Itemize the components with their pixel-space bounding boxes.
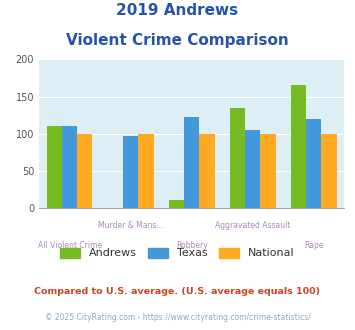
Bar bbox=[230, 108, 245, 208]
Bar bbox=[169, 200, 184, 208]
Text: Robbery: Robbery bbox=[176, 241, 208, 250]
Bar bbox=[200, 134, 214, 208]
Bar bbox=[291, 85, 306, 208]
Text: Rape: Rape bbox=[304, 241, 323, 250]
Bar bbox=[245, 130, 261, 208]
Bar bbox=[47, 126, 62, 208]
Text: Murder & Mans...: Murder & Mans... bbox=[98, 221, 163, 230]
Bar bbox=[123, 136, 138, 208]
Bar bbox=[77, 134, 92, 208]
Bar bbox=[322, 134, 337, 208]
Bar bbox=[184, 117, 200, 208]
Bar bbox=[138, 134, 153, 208]
Text: © 2025 CityRating.com - https://www.cityrating.com/crime-statistics/: © 2025 CityRating.com - https://www.city… bbox=[45, 314, 310, 322]
Text: Violent Crime Comparison: Violent Crime Comparison bbox=[66, 33, 289, 48]
Bar bbox=[261, 134, 275, 208]
Bar bbox=[306, 119, 322, 208]
Legend: Andrews, Texas, National: Andrews, Texas, National bbox=[56, 243, 299, 263]
Text: All Violent Crime: All Violent Crime bbox=[38, 241, 102, 250]
Text: Compared to U.S. average. (U.S. average equals 100): Compared to U.S. average. (U.S. average … bbox=[34, 287, 321, 296]
Text: Aggravated Assault: Aggravated Assault bbox=[215, 221, 290, 230]
Bar bbox=[62, 126, 77, 208]
Text: 2019 Andrews: 2019 Andrews bbox=[116, 3, 239, 18]
